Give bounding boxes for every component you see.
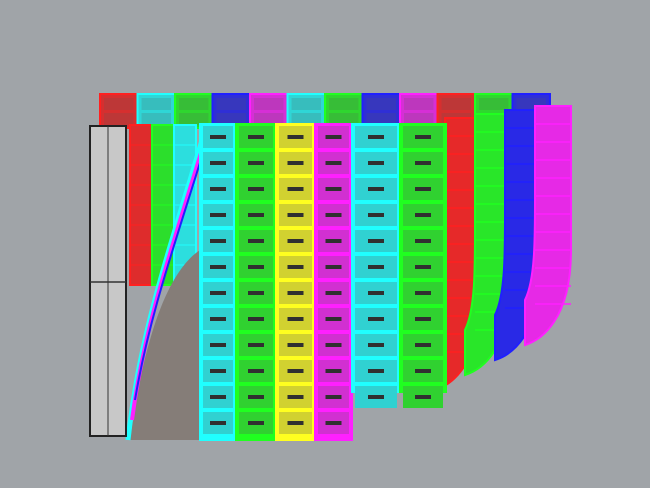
panel-label <box>325 291 342 295</box>
panel-label <box>287 161 304 165</box>
back-panel-label <box>179 98 209 110</box>
panel-label <box>287 213 304 217</box>
back-panel-label <box>254 113 284 125</box>
shadow-area <box>130 250 200 440</box>
panel-label <box>325 265 342 269</box>
panel-label <box>325 187 342 191</box>
panel-label <box>287 265 304 269</box>
panel-label <box>368 213 384 217</box>
panel-label <box>287 187 304 191</box>
panel-label <box>415 161 431 165</box>
panel-label <box>248 343 264 347</box>
panel-label <box>210 421 226 425</box>
back-panel-label <box>441 98 471 110</box>
panel-label <box>287 395 304 399</box>
panel-label <box>325 213 342 217</box>
panel-label <box>210 291 226 295</box>
back-panel-label <box>329 98 359 110</box>
back-panel-label <box>329 113 359 125</box>
panel-label <box>248 265 264 269</box>
panel-label <box>415 187 431 191</box>
panel-label <box>248 187 264 191</box>
panel-label <box>415 135 431 139</box>
panel-label <box>248 369 264 373</box>
back-panel-label <box>216 98 246 110</box>
panel-label <box>248 213 264 217</box>
panel-label <box>287 369 304 373</box>
back-panel-label <box>141 113 171 125</box>
panel-label <box>210 161 226 165</box>
panel-label <box>287 239 304 243</box>
panel-label <box>325 317 342 321</box>
panel-label <box>415 395 431 399</box>
left-panel-strips <box>125 124 211 441</box>
panel-label <box>248 239 264 243</box>
panel-label <box>210 265 226 269</box>
back-panel-label <box>254 98 284 110</box>
back-panel-label <box>104 98 134 110</box>
panel-label <box>325 161 342 165</box>
panel-label <box>325 369 342 373</box>
edge-curve <box>134 129 211 401</box>
panel-label <box>368 395 384 399</box>
panel-label <box>325 239 342 243</box>
panel-label <box>415 343 431 347</box>
panel-label <box>325 395 342 399</box>
panel-label <box>415 369 431 373</box>
panel-label <box>287 421 304 425</box>
back-panel-label <box>216 113 246 125</box>
back-panel-label <box>404 113 434 125</box>
panel-label <box>368 343 384 347</box>
panel-label <box>210 343 226 347</box>
panel-label <box>210 317 226 321</box>
frame-structure <box>89 125 127 437</box>
panel-label <box>415 265 431 269</box>
panel-label <box>368 291 384 295</box>
panel-label <box>415 213 431 217</box>
panel-label <box>210 395 226 399</box>
panel-label <box>248 395 264 399</box>
panel-label <box>248 317 264 321</box>
panel-label <box>248 291 264 295</box>
panel-label <box>248 161 264 165</box>
panel-label <box>368 369 384 373</box>
back-panel-label <box>366 98 396 110</box>
panel-label <box>415 317 431 321</box>
panel-label <box>210 369 226 373</box>
panel-label <box>368 187 384 191</box>
back-panel-label <box>141 98 171 110</box>
panel-label <box>287 291 304 295</box>
panel-label <box>325 343 342 347</box>
back-panel-label <box>404 98 434 110</box>
panel-label <box>368 265 384 269</box>
panel-label <box>415 291 431 295</box>
panel-label <box>368 317 384 321</box>
panel-label <box>210 135 226 139</box>
panel-label <box>325 421 342 425</box>
panel-label <box>210 187 226 191</box>
panel-label <box>368 161 384 165</box>
panel-label <box>287 343 304 347</box>
back-panel-label <box>104 113 134 125</box>
front-panel-strips <box>199 123 447 441</box>
panel-label <box>368 135 384 139</box>
panel-label <box>287 317 304 321</box>
back-panel-label <box>291 98 321 110</box>
panel-label <box>248 135 264 139</box>
panel-label <box>415 239 431 243</box>
panel-label <box>368 239 384 243</box>
back-panel-label <box>366 113 396 125</box>
back-panel-label <box>179 113 209 125</box>
panel-label <box>325 135 342 139</box>
panel-label <box>287 135 304 139</box>
panel-label <box>210 239 226 243</box>
panel-label <box>210 213 226 217</box>
back-panel-label <box>291 113 321 125</box>
panel-label <box>248 421 264 425</box>
back-panel-label <box>479 98 509 110</box>
